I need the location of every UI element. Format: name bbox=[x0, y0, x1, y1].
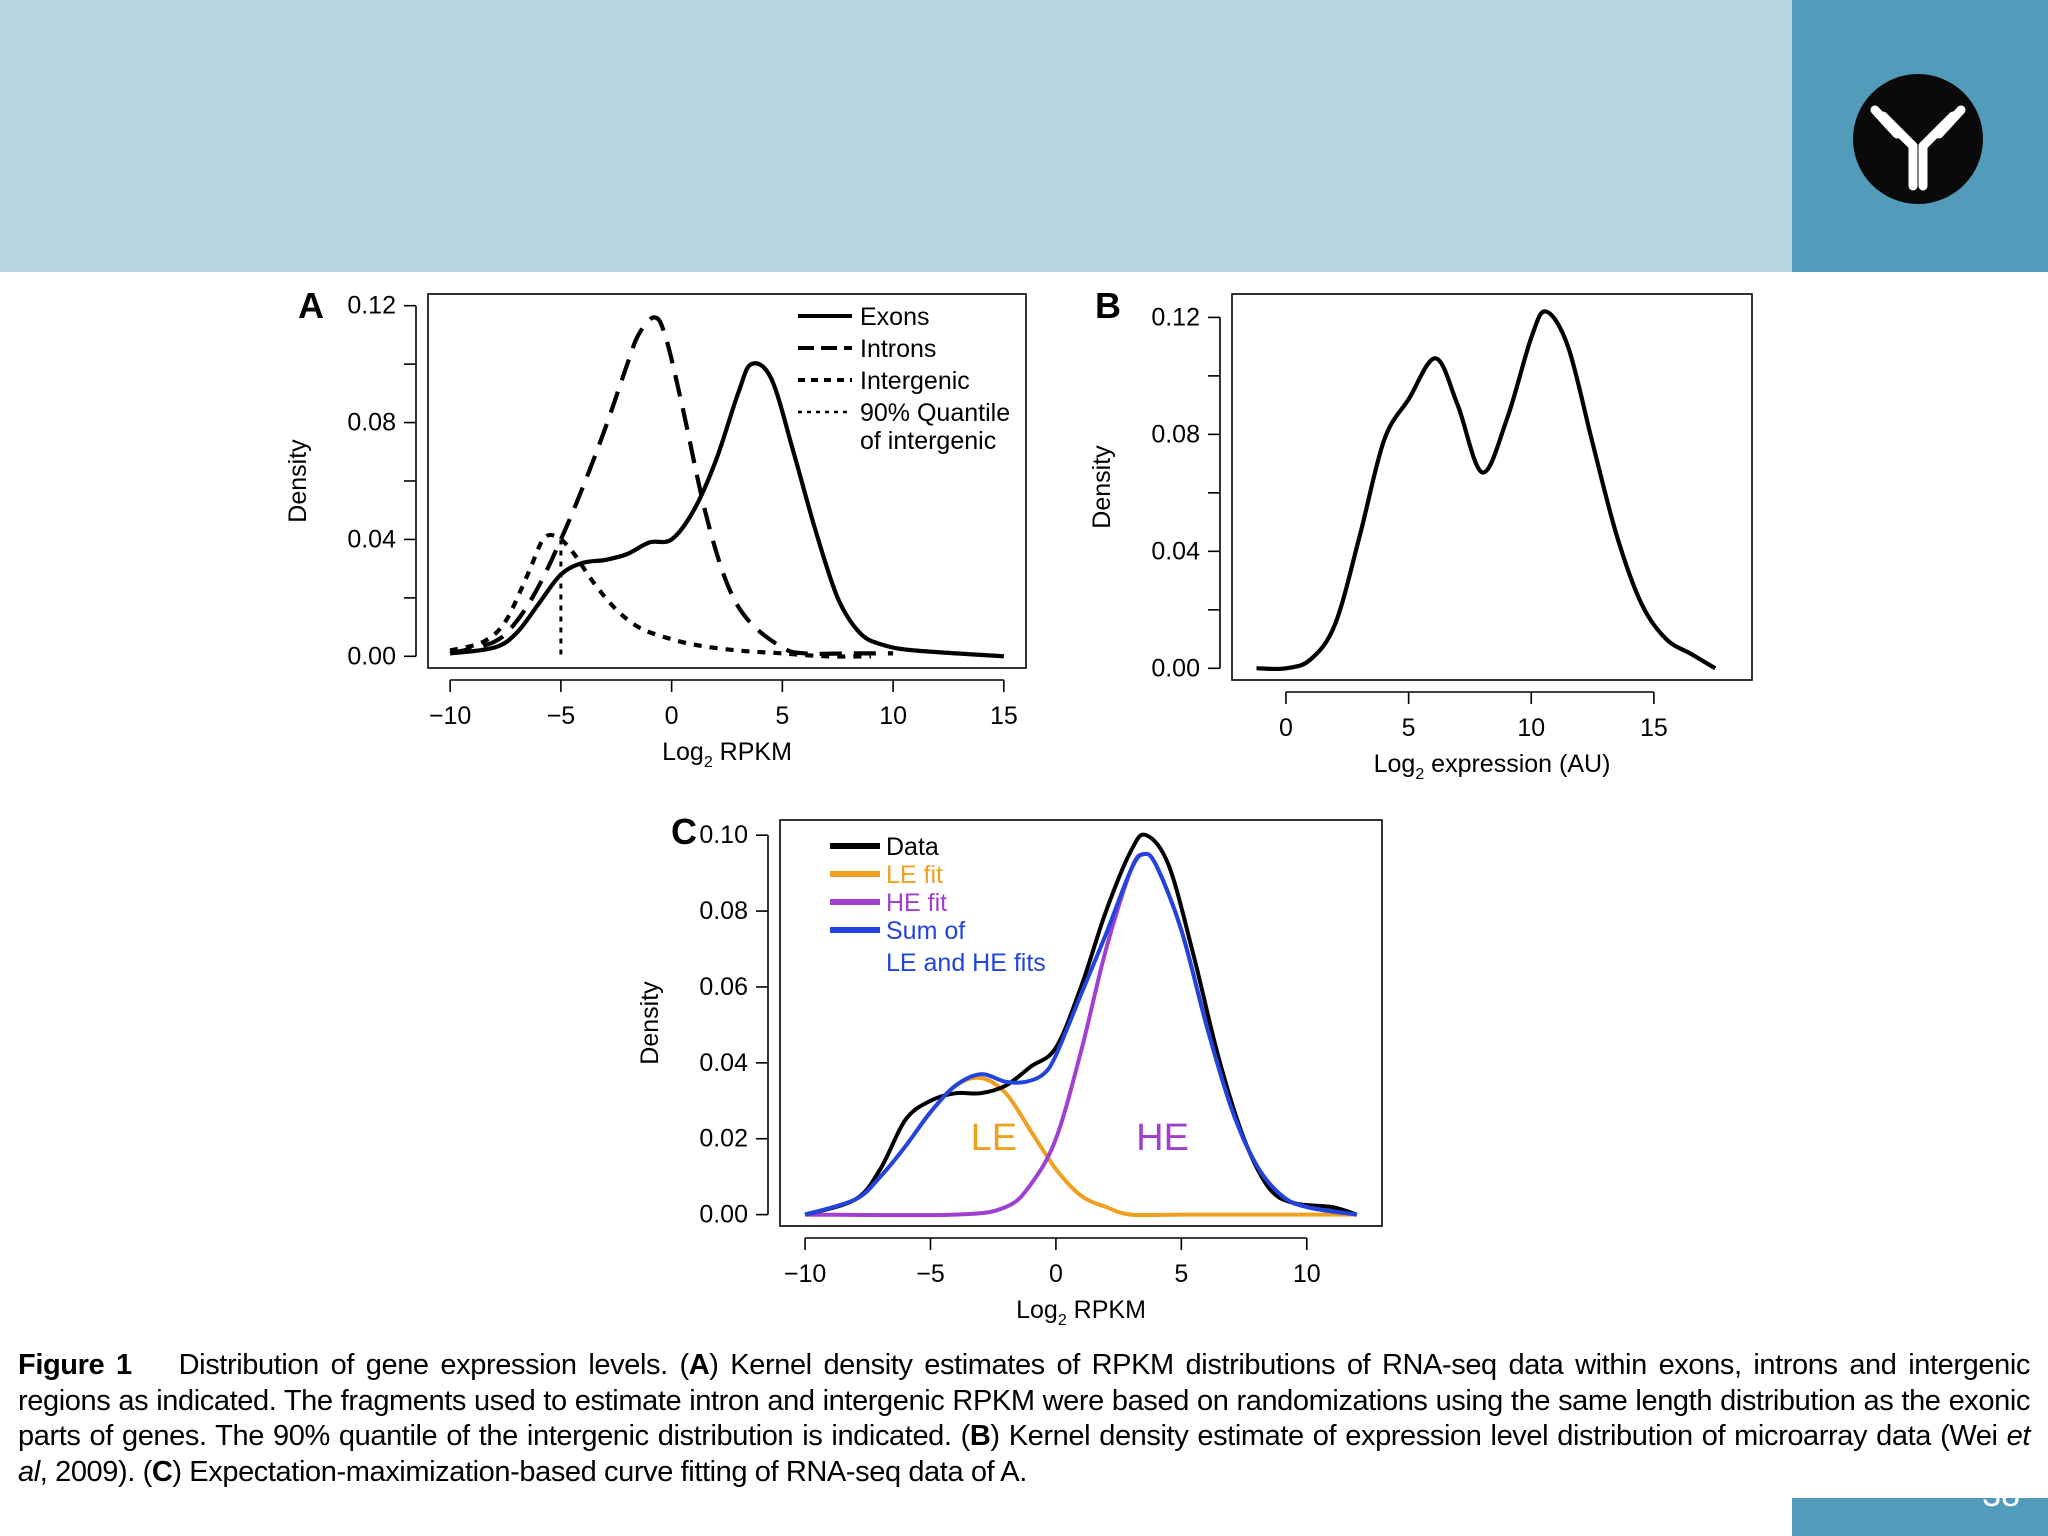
panel-c-label: C bbox=[671, 811, 697, 852]
panel-a-y-tick-label: 0.00 bbox=[347, 642, 396, 670]
caption-text-5: ) Expectation-maximization-based curve f… bbox=[172, 1455, 1027, 1488]
panel-b-group: B 0.00 0.04 0.08 0.12 0 5 10 15 Log2 expression (… bbox=[1088, 285, 1753, 783]
footer-block: 38 bbox=[1792, 1498, 2048, 1536]
panel-c-annotation-le: LE bbox=[971, 1117, 1017, 1159]
panel-a-legend-label: 90% Quantile bbox=[860, 399, 1010, 427]
panel-b-y-tick-label: 0.00 bbox=[1151, 654, 1200, 682]
panel-a-x-tick-label: 5 bbox=[775, 702, 789, 730]
panel-a-x-tick-label: 15 bbox=[990, 702, 1018, 730]
panel-a-x-tick-label: −5 bbox=[547, 702, 576, 730]
panel-a-x-tick-label: 10 bbox=[879, 702, 907, 730]
caption-text-4: , 2009). ( bbox=[39, 1455, 152, 1488]
caption-text-2: ) Kernel density estimates of RPKM distr… bbox=[18, 1349, 2030, 1452]
panel-c-x-tick-label: 5 bbox=[1174, 1260, 1188, 1288]
panel-a-x-tick-label: 0 bbox=[665, 702, 679, 730]
slide-header-banner bbox=[0, 0, 1792, 272]
panel-c-y-axis-title: Density bbox=[636, 981, 664, 1065]
caption-ref-b: B bbox=[969, 1420, 991, 1452]
panel-a-legend-label: Exons bbox=[860, 303, 929, 331]
panel-c-legend-label: LE fit bbox=[886, 861, 943, 889]
panel-a-y-tick-label: 0.04 bbox=[347, 525, 396, 553]
panel-b-label: B bbox=[1095, 285, 1121, 326]
panel-b-y-tick-label: 0.12 bbox=[1151, 303, 1200, 331]
caption-etal: et al bbox=[18, 1420, 2030, 1488]
panel-a-legend-label: Intergenic bbox=[860, 367, 970, 395]
panel-c-x-tick-label: 0 bbox=[1049, 1260, 1063, 1288]
panel-c-legend-label: HE fit bbox=[886, 889, 947, 917]
panel-b-y-tick-label: 0.08 bbox=[1151, 420, 1200, 448]
panel-c-y-tick-label: 0.10 bbox=[699, 821, 748, 849]
panel-b-y-axis-title: Density bbox=[1088, 445, 1116, 529]
antibody-icon bbox=[1853, 74, 1983, 204]
panel-c-x-axis-title: Log2 RPKM bbox=[1016, 1296, 1146, 1329]
panel-b-x-tick-label: 0 bbox=[1279, 714, 1293, 742]
caption-figure-label: Figure 1 bbox=[18, 1349, 132, 1381]
panel-a-y-tick-label: 0.12 bbox=[347, 292, 396, 320]
panel-c-legend-label: Data bbox=[886, 833, 939, 861]
panel-c-group: C 0.00 0.02 0.04 0.06 0.08 0.10 −10 −5 0 5 10 Log2 R… bbox=[636, 811, 1383, 1329]
panel-a-y-axis-title: Density bbox=[284, 439, 312, 523]
panel-a-series-intergenic bbox=[449, 532, 872, 659]
panel-c-y-tick-label: 0.08 bbox=[699, 897, 748, 925]
panel-b-frame bbox=[1231, 293, 1753, 681]
panel-a-frame bbox=[427, 293, 1027, 669]
panel-b-x-tick-label: 15 bbox=[1640, 714, 1668, 742]
panel-a-y-tick-label: 0.08 bbox=[347, 409, 396, 437]
panel-c-x-tick-label: 10 bbox=[1293, 1260, 1321, 1288]
panel-a-group: A 0.00 0.04 0.08 0.12 −10 −5 0 5 10 15 Log2 RPKM Den… bbox=[284, 285, 1027, 771]
caption-text-1: Distribution of gene expression levels. … bbox=[178, 1349, 690, 1381]
panel-c-y-tick-label: 0.04 bbox=[699, 1049, 748, 1077]
panel-c-series-sum-of-le-and-he-fits bbox=[804, 851, 1358, 1217]
panel-b-x-axis-title: Log2 expression (AU) bbox=[1374, 750, 1611, 783]
caption-ref-a: A bbox=[688, 1349, 710, 1381]
panel-a-label: A bbox=[298, 285, 324, 326]
panel-b-y-tick-label: 0.04 bbox=[1151, 537, 1200, 565]
logo-block bbox=[1792, 0, 2048, 272]
panel-a-x-axis-title: Log2 RPKM bbox=[662, 738, 792, 771]
panel-a-legend-label: Introns bbox=[860, 335, 936, 363]
panel-a-legend-label: of intergenic bbox=[860, 427, 996, 455]
panel-c-y-tick-label: 0.06 bbox=[699, 973, 748, 1001]
panel-c-y-tick-label: 0.02 bbox=[699, 1125, 748, 1153]
panel-b-series-microarray bbox=[1256, 309, 1717, 672]
panel-b-x-tick-label: 5 bbox=[1402, 714, 1416, 742]
panel-c-y-tick-label: 0.00 bbox=[699, 1201, 748, 1229]
panel-c-legend-label: Sum of bbox=[886, 917, 965, 945]
panel-c-annotation-he: HE bbox=[1136, 1117, 1189, 1159]
panel-c-x-tick-label: −5 bbox=[916, 1260, 945, 1288]
figure-caption: Figure 1 Distribution of gene expression… bbox=[18, 1348, 2030, 1490]
panel-b-x-tick-label: 10 bbox=[1517, 714, 1545, 742]
panel-a-series-introns bbox=[449, 315, 894, 656]
caption-text-3: ) Kernel density estimate of expression … bbox=[990, 1420, 2007, 1452]
panel-c-legend-label: LE and HE fits bbox=[886, 949, 1046, 977]
panel-c-frame bbox=[779, 819, 1383, 1227]
caption-ref-c: C bbox=[151, 1455, 173, 1488]
panel-c-x-tick-label: −10 bbox=[784, 1260, 826, 1288]
panel-a-series-exons bbox=[449, 361, 1005, 659]
page-number: 38 bbox=[1982, 1498, 2020, 1515]
panel-a-x-tick-label: −10 bbox=[429, 702, 471, 730]
